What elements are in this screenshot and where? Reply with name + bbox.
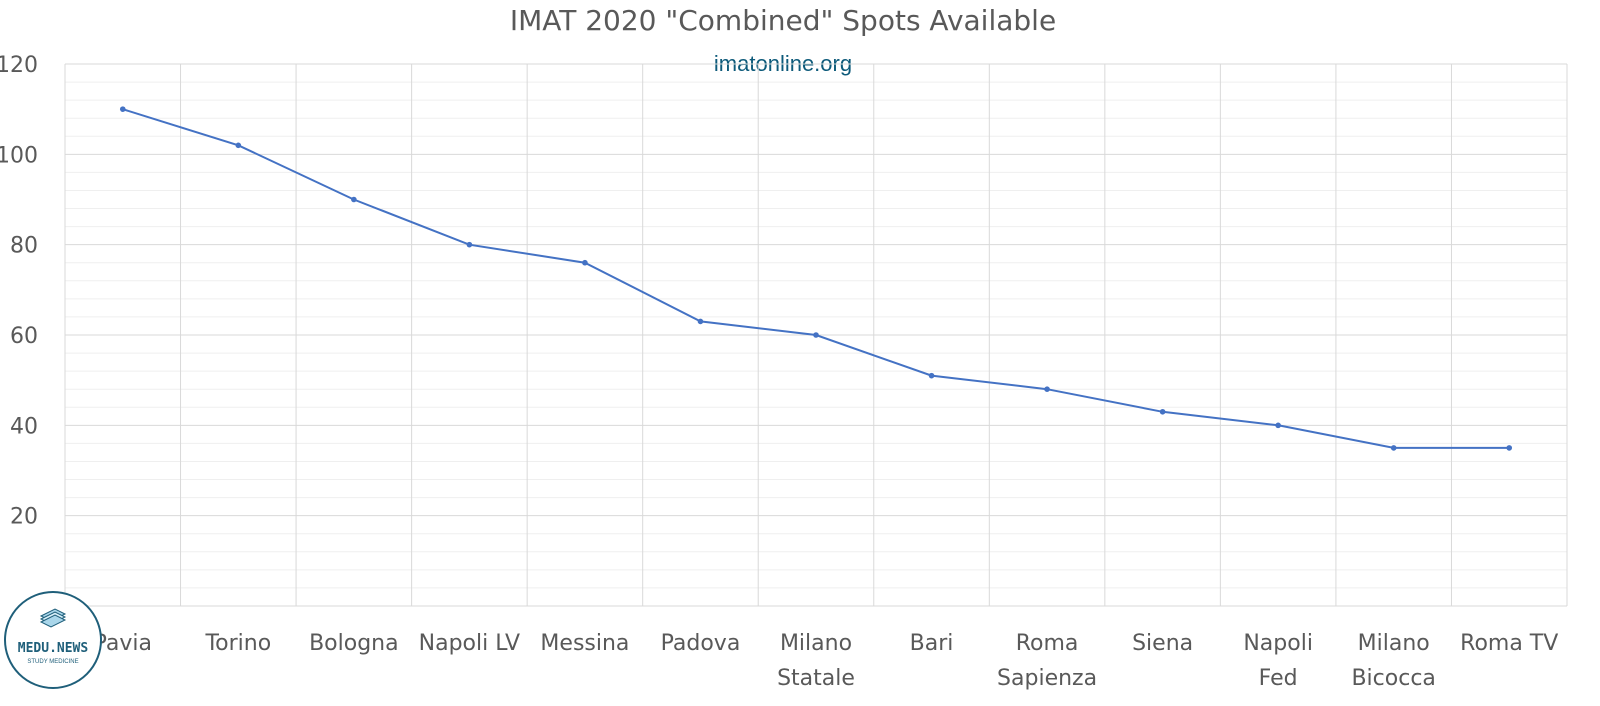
series-line: [122, 108, 1510, 449]
y-axis: 020406080100120: [0, 53, 38, 620]
x-tick-label: Milano Bicocca: [1351, 631, 1435, 691]
data-point: [1044, 386, 1050, 393]
data-point: [235, 142, 242, 149]
medu-news-logo: MEDU.NEWS STUDY MEDICINE: [4, 591, 102, 689]
chart-title: IMAT 2020 "Combined" Spots Available: [510, 4, 1056, 37]
y-tick-label: 80: [10, 234, 38, 259]
series-group: [119, 106, 1513, 451]
x-tick-label: Padova: [661, 631, 741, 656]
data-point: [466, 241, 473, 248]
data-point: [1275, 422, 1281, 429]
grid: [64, 63, 1568, 607]
x-tick-label: Pavia: [94, 631, 152, 656]
data-point: [697, 318, 704, 325]
data-point: [813, 332, 819, 338]
x-axis: Pavia Torino Bologna Napoli LV Messina Padova…: [94, 631, 1559, 691]
y-tick-label: 40: [10, 414, 38, 439]
data-point: [1390, 445, 1397, 451]
x-tick-label: Bologna: [309, 631, 399, 656]
data-point: [1506, 445, 1513, 451]
data-point: [582, 259, 588, 266]
x-tick-label: Messina: [540, 631, 629, 656]
x-tick-label: Siena: [1132, 631, 1193, 656]
data-point: [928, 372, 935, 379]
data-point: [351, 196, 357, 203]
y-tick-label: 100: [0, 143, 38, 168]
logo-sub-text: STUDY MEDICINE: [27, 659, 78, 665]
x-tick-label: Milano Statale: [777, 631, 855, 691]
y-tick-label: 120: [0, 53, 38, 78]
logo-main-text: MEDU.NEWS: [18, 641, 89, 656]
y-tick-label: 20: [10, 505, 38, 530]
data-point: [119, 106, 126, 112]
x-tick-label: Roma Sapienza: [997, 631, 1097, 691]
stack-of-cards-icon: [39, 608, 67, 628]
data-point: [1159, 408, 1166, 415]
y-tick-label: 60: [10, 324, 38, 349]
x-tick-label: Napoli Fed: [1243, 631, 1313, 691]
x-tick-label: Bari: [910, 631, 954, 656]
x-tick-label: Napoli LV: [419, 631, 520, 656]
x-tick-label: Torino: [204, 631, 271, 656]
x-tick-label: Roma TV: [1460, 631, 1558, 656]
